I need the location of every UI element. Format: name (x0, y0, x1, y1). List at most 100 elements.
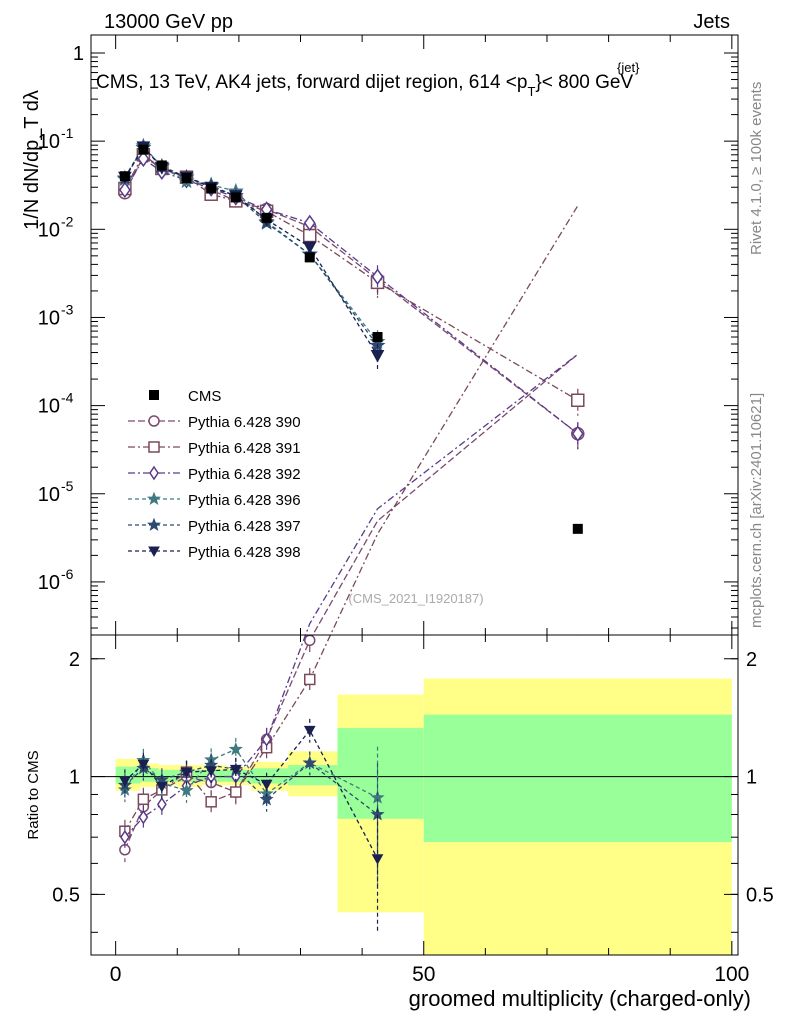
legend-label-3: Pythia 6.428 396 (188, 492, 301, 509)
chart-title: CMS, 13 TeV, AK4 jets, forward dijet reg… (96, 72, 633, 99)
ratio-point-5 (303, 725, 316, 737)
cms-data-point (119, 171, 130, 182)
legend-marker-cms (149, 390, 159, 400)
legend-label-4: Pythia 6.428 397 (188, 518, 301, 535)
series-point-2 (137, 150, 150, 168)
watermark: (CMS_2021_I1920187) (348, 591, 483, 606)
axes: 110-110-210-310-410-510 -60.5 0.51 12 20 50 10… (38, 35, 774, 986)
ratio-point-1 (137, 793, 150, 806)
ratio-point-4 (259, 792, 274, 806)
x-tick-label: 0 (110, 963, 122, 986)
cms-data-point (206, 183, 217, 194)
x-tick-label: 100 (714, 963, 749, 986)
series-point-2 (118, 181, 131, 199)
legend-label-1: Pythia 6.428 391 (188, 440, 301, 457)
ratio-point-4 (302, 755, 317, 769)
ratio-point-0 (303, 634, 316, 647)
ratio-point-5 (205, 766, 218, 777)
ratio-band-inner-6 (251, 768, 289, 784)
series-line-0 (124, 155, 579, 435)
ratio-point-3 (179, 783, 194, 797)
legend-marker-1 (148, 441, 160, 453)
series-point-2 (571, 425, 584, 443)
ratio-tick-label-left: 1 (69, 767, 80, 789)
y-tick-label-exponent: -4 (61, 390, 74, 406)
ratio-band-inner-9 (423, 714, 732, 843)
cms-data-point (156, 160, 167, 171)
ratio-tick-label-left: 0.5 (52, 884, 80, 906)
y-tick-label: 10 (38, 484, 60, 506)
legend-marker-4 (146, 517, 162, 532)
ratio-point-5 (119, 776, 131, 787)
ratio-line-2 (124, 353, 579, 838)
chart-title-end: }< 800 GeV (535, 72, 633, 93)
y-tick-label-exponent: -5 (61, 478, 74, 494)
cms-data-point (304, 252, 315, 263)
series-line-2 (124, 157, 579, 435)
ratio-tick-label-right: 0.5 (746, 884, 774, 906)
ratio-point-5 (180, 767, 193, 779)
series-line-5 (124, 145, 379, 356)
ratio-plot-frame (90, 634, 739, 956)
legend-label-5: Pythia 6.428 398 (188, 544, 301, 561)
y-tick-label: 10 (38, 396, 60, 418)
ratio-point-3 (228, 741, 243, 756)
ratio-point-5 (229, 764, 242, 776)
series-point-2 (371, 268, 384, 285)
x-tick-label: 50 (412, 963, 435, 986)
side-label-bottom: mcplots.cern.ch [arXiv:2401.10621] (748, 393, 765, 628)
legend-label-cms: CMS (188, 388, 221, 405)
ratio-point-5 (260, 779, 273, 791)
y-tick-label: 1 (73, 43, 84, 65)
legend-marker-0 (148, 415, 160, 427)
ratio-plot-series (117, 205, 579, 932)
ratio-point-5 (137, 759, 150, 771)
ratio-point-2 (138, 809, 149, 825)
ratio-point-5 (371, 854, 384, 865)
ratio-line-1 (124, 205, 579, 832)
y-tick-label: 10 (38, 307, 60, 329)
y-tick-label-exponent: -6 (61, 566, 74, 582)
ratio-band-inner-2 (158, 769, 178, 782)
ratio-point-1 (303, 673, 316, 686)
header-right: Jets (693, 11, 730, 33)
cms-data-point (261, 212, 272, 223)
ratio-point-1 (205, 796, 217, 808)
series-line-1 (124, 153, 579, 401)
cms-data-point (181, 173, 192, 184)
y-tick-label-exponent: -2 (61, 213, 74, 229)
chart-title-main: CMS, 13 TeV, AK4 jets, forward dijet reg… (96, 72, 527, 93)
ratio-uncertainty-bands (91, 678, 738, 955)
cms-data-point (138, 144, 149, 155)
ratio-tick-label-right: 2 (746, 649, 757, 671)
cms-data-point (230, 192, 241, 203)
ratio-y-axis-label: Ratio to CMS (25, 750, 42, 839)
ratio-point-2 (156, 797, 167, 812)
y-tick-label: 10 (38, 219, 60, 241)
ratio-tick-label-right: 1 (746, 767, 757, 789)
ratio-point-2 (119, 829, 130, 845)
legend: CMS Pythia 6.428 390 Pythia 6.428 391 Pythi… (128, 388, 301, 561)
chart-title-sup: {jet} (617, 60, 640, 75)
y-tick-label-exponent: -1 (61, 125, 74, 141)
y-axis-label-text: 1/N dN/dp_T dλ (21, 90, 43, 230)
y-tick-label: 10 (38, 131, 60, 153)
side-label-top: Rivet 4.1.0, ≥ 100k events (748, 82, 765, 255)
ratio-point-5 (156, 781, 168, 793)
y-axis-label: 1/N dN/dp_T dλ (21, 90, 43, 230)
legend-label-0: Pythia 6.428 390 (188, 414, 301, 431)
legend-marker-5 (148, 546, 160, 558)
chart-title-sub: T (527, 84, 535, 99)
ratio-point-1 (230, 786, 242, 798)
series-point-5 (302, 241, 317, 255)
header-left: 13000 GeV pp (104, 11, 233, 33)
legend-marker-3 (146, 491, 162, 506)
x-axis-label: groomed multiplicity (charged-only) (409, 986, 751, 1011)
y-tick-label: 10 (38, 572, 60, 594)
cms-data-point (372, 332, 383, 343)
ratio-point-2 (261, 732, 272, 747)
series-point-5 (370, 350, 385, 363)
series-point-2 (303, 214, 316, 232)
cms-data-point (572, 523, 583, 534)
